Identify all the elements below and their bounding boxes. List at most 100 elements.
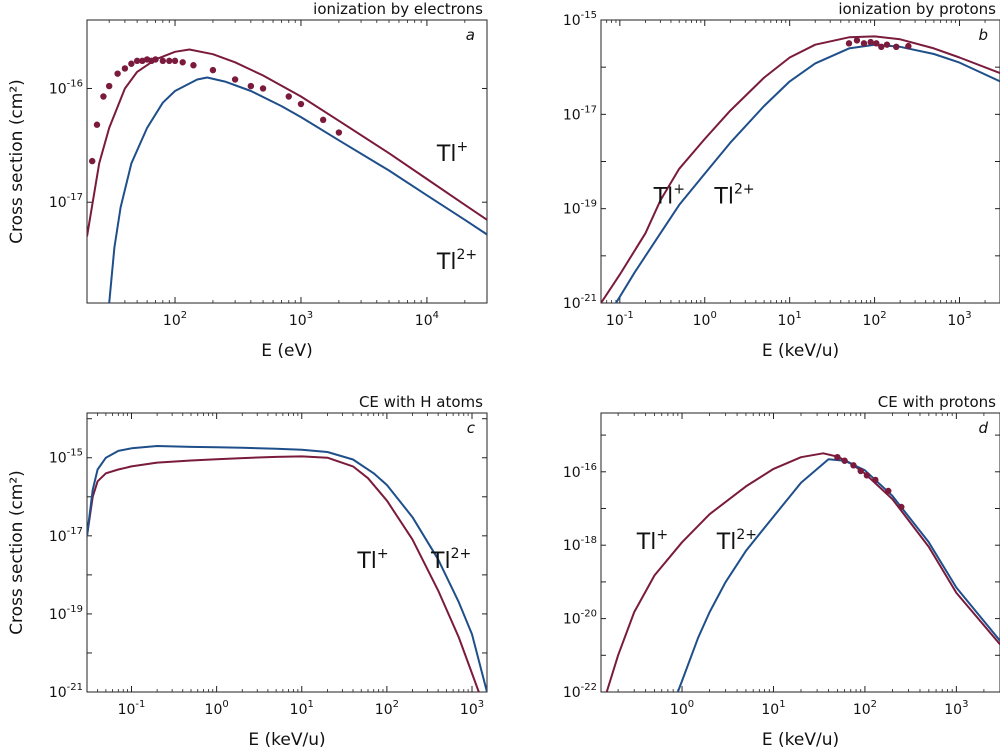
panel-letter: a [466,26,475,44]
data-point [166,57,173,65]
x-tick-label: 103 [460,699,484,718]
x-tick-label: 103 [947,310,971,329]
y-tick-label: 10-17 [49,526,83,545]
series-tl-2plus-curve [108,76,487,303]
panel-title: ionization by electrons [313,0,483,18]
data-point [121,65,129,72]
data-point [885,487,892,495]
x-tick-label: 103 [944,699,968,718]
data-point [905,42,912,50]
panel-b: 10-1 100 101 102 103 10-15 10-17 10-19 10-21 Tl+ T… [563,0,1000,361]
plot-frame [86,19,488,304]
data-point [853,37,861,44]
x-tick-label: 102 [853,699,877,718]
x-tick-label: 101 [761,699,785,718]
y-tick-label: 10-17 [49,192,83,211]
y-axis-label: Cross section (cm²) [7,470,27,635]
plot-area [87,48,487,303]
series-tl-2plus-curve [676,458,1000,692]
x-tick-label: 104 [415,310,439,329]
data-point [335,129,343,136]
panel-letter: d [978,419,988,437]
panel-title: CE with H atoms [359,393,483,411]
series-tl-plus-curve [87,48,487,237]
data-point [863,472,871,479]
x-tick-label: 103 [289,310,313,329]
data-point [209,66,217,74]
data-point [190,62,197,69]
curve-label: Tl+ [356,546,388,574]
data-point [834,453,841,461]
series-tl-plus-curve [87,455,480,692]
panel-letter: c [467,419,476,437]
y-tick-label: 10-15 [563,10,597,29]
data-point [873,40,880,47]
data-point [93,121,101,128]
x-tick-label: 101 [778,310,802,329]
plot-area [601,35,1000,303]
series-tl-2plus-curve [615,43,1000,303]
y-tick-label: 10-20 [563,609,597,628]
data-point [231,76,239,83]
x-tick-label: 101 [290,699,314,718]
data-point [259,85,267,92]
data-point [128,60,135,67]
plot-area [605,452,1000,692]
x-tick-label: 100 [670,699,694,718]
y-tick-label: 10-19 [563,199,597,218]
curve-label: Tl+ [653,181,685,209]
y-tick-label: 10-15 [49,448,83,467]
curve-label: Tl2+ [436,247,477,275]
data-point [152,56,159,63]
x-tick-label: 10-1 [118,699,146,718]
curve-label: Tl2+ [716,527,757,555]
data-point [893,43,900,51]
data-point [860,40,868,47]
x-tick-label: 102 [163,310,187,329]
data-point [841,457,848,464]
x-tick-label: 100 [205,699,229,718]
data-point [179,59,186,66]
x-axis-label: E (keV/u) [762,341,839,361]
plot-frame [600,412,1000,693]
data-point [89,157,96,165]
series-tl-plus-curve [605,452,1000,692]
x-axis-label: E (eV) [261,341,313,361]
data-point [319,116,327,124]
data-point [100,93,107,100]
data-point [247,82,255,90]
data-point [297,100,305,108]
data-point [867,38,874,46]
y-tick-label: 10-21 [49,682,83,701]
y-axis-label: Cross section (cm²) [7,79,27,244]
x-axis-label: E (keV/u) [248,730,325,750]
y-tick-label: 10-17 [563,104,597,123]
x-tick-label: 100 [693,310,717,329]
panel-title: ionization by protons [838,0,996,18]
panel-letter: b [978,26,988,44]
panel-a: 102 103 104 10-16 10-17 Tl+ Tl2+ ionization by … [7,0,488,361]
plot-area [87,445,487,692]
data-point [878,43,885,51]
data-point [159,57,167,65]
series-tl-plus-curve [601,35,1000,303]
y-tick-label: 10-18 [563,535,597,554]
panel-c: 10-1 100 101 102 103 10-15 10-17 10-19 10-21 Tl+ T… [7,393,488,750]
data-point [105,82,113,90]
curve-label: Tl+ [436,139,468,167]
data-point [850,462,857,469]
y-tick-label: 10-16 [49,78,83,97]
data-point [114,70,121,77]
plot-frame [86,412,488,693]
data-point [883,41,891,48]
data-point [133,57,141,65]
x-axis-label: E (keV/u) [762,730,839,750]
data-point [171,57,179,65]
data-point [845,40,853,47]
curve-label: Tl2+ [713,181,754,209]
data-point [898,503,905,511]
y-tick-label: 10-21 [563,293,597,312]
x-tick-label: 102 [862,310,886,329]
x-tick-label: 10-1 [606,310,634,329]
